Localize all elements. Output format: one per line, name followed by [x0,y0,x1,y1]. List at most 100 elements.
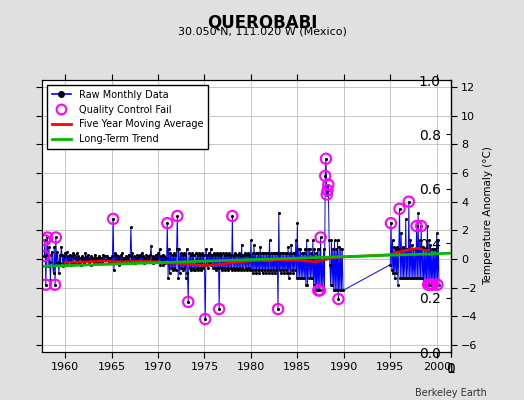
Point [259,250,267,256]
Point [105,259,114,265]
Point [183,270,192,276]
Point [419,244,427,251]
Point [307,250,315,256]
Point [247,237,255,244]
Point [224,267,233,274]
Point [170,264,179,271]
Point [412,274,420,281]
Point [265,237,274,244]
Point [163,220,171,226]
Point [425,237,433,244]
Point [75,254,84,261]
Point [90,259,98,265]
Point [57,244,66,251]
Point [75,260,83,266]
Point [253,250,261,256]
Point [421,282,429,288]
Point [223,264,231,271]
Point [267,250,275,256]
Point [271,250,280,256]
Point [79,257,87,264]
Text: QUEROBABI: QUEROBABI [207,14,317,32]
Point [268,250,277,256]
Point [62,259,70,265]
Point [179,250,188,256]
Point [86,254,94,261]
Point [46,277,54,284]
Point [133,252,141,258]
Point [213,264,222,271]
Point [122,260,130,266]
Point [293,220,301,226]
Point [431,246,439,252]
Point [337,287,346,294]
Point [316,234,325,241]
Point [312,250,320,256]
Point [323,191,331,198]
Point [269,267,278,274]
Point [335,244,343,251]
Point [164,274,172,281]
Point [396,274,405,281]
Point [158,252,167,258]
Point [388,237,397,244]
Point [151,259,159,265]
Point [50,244,59,251]
Point [169,267,177,274]
Point [136,252,145,258]
Point [428,246,436,252]
Point [109,216,117,222]
Point [328,282,336,288]
Point [101,257,110,264]
Point [416,274,424,281]
Point [157,253,165,259]
Point [401,216,410,222]
Point [414,210,422,216]
Point [70,252,79,258]
Point [128,250,137,256]
Point [124,259,132,265]
Point [283,270,291,276]
Point [127,224,135,231]
Point [274,306,282,312]
Point [96,260,104,266]
Point [387,220,395,226]
Y-axis label: Temperature Anomaly (°C): Temperature Anomaly (°C) [483,146,493,286]
Point [85,259,93,265]
Point [59,263,67,269]
Point [225,250,234,256]
Point [260,250,269,256]
Point [278,250,286,256]
Point [65,257,73,264]
Point [427,282,435,288]
Point [145,254,153,261]
Point [126,253,134,259]
Point [288,267,296,274]
Point [219,250,227,256]
Point [181,252,189,258]
Point [54,259,62,265]
Point [43,234,51,241]
Text: Berkeley Earth: Berkeley Earth [416,388,487,398]
Point [232,264,241,271]
Point [430,246,438,252]
Point [417,223,425,229]
Point [333,287,341,294]
Point [119,259,127,265]
Point [184,299,192,305]
Point [390,244,398,251]
Point [187,252,195,258]
Point [266,267,275,274]
Point [405,198,413,205]
Point [176,270,184,276]
Point [234,250,243,256]
Point [56,252,64,258]
Point [429,282,437,288]
Point [120,254,128,261]
Point [255,270,264,276]
Point [333,237,342,244]
Point [93,254,102,261]
Point [313,246,322,252]
Point [321,173,330,179]
Point [254,267,262,274]
